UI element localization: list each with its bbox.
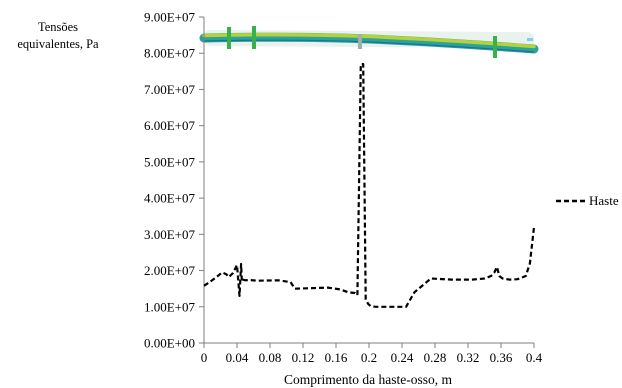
y-ticks: 0.00E+00 1.00E+07 2.00E+07 3.00E+07 4.00E+07…	[144, 10, 204, 351]
x-tick-label: 0.4	[526, 350, 543, 365]
screw-marker-3	[358, 34, 362, 49]
y-tick-label: 7.00E+07	[144, 82, 196, 97]
y-tick-label: 5.00E+07	[144, 154, 196, 169]
x-tick-label: 0.16	[325, 350, 348, 365]
screw-marker-4	[493, 36, 497, 58]
y-axis-title-line-2: equivalentes, Pa	[17, 37, 99, 51]
rod-tip	[527, 38, 533, 41]
series-line	[203, 62, 536, 308]
screw-marker-2	[252, 26, 256, 49]
y-axis-title: Tensões equivalentes, Pa	[17, 20, 99, 51]
x-axis-title: Comprimento da haste-osso, m	[284, 372, 452, 387]
x-tick-label: 0.12	[292, 350, 315, 365]
screw-marker-1	[227, 27, 231, 49]
y-tick-label: 8.00E+07	[144, 46, 196, 61]
legend: Haste	[556, 193, 619, 208]
y-tick-label: 1.00E+07	[144, 299, 196, 314]
y-tick-label: 3.00E+07	[144, 227, 196, 242]
y-tick-label: 6.00E+07	[144, 118, 196, 133]
implant-image	[199, 26, 539, 58]
y-tick-label: 4.00E+07	[144, 191, 196, 206]
implant-rod-edge	[203, 39, 535, 53]
y-axis-title-line-1: Tensões	[38, 20, 78, 34]
x-tick-label: 0.24	[391, 350, 414, 365]
y-tick-label: 9.00E+07	[144, 10, 196, 25]
x-tick-label: 0.28	[424, 350, 447, 365]
x-ticks: 0 0.04 0.08 0.12 0.16 0.2 0.24 0.28 0.32 0.36 0.4	[201, 343, 543, 365]
x-tick-label: 0	[201, 350, 208, 365]
x-tick-label: 0.04	[226, 350, 249, 365]
implant-rod-highlight	[202, 32, 536, 49]
x-tick-label: 0.36	[490, 350, 513, 365]
x-tick-label: 0.08	[259, 350, 282, 365]
axes	[203, 17, 534, 344]
legend-label: Haste	[589, 193, 619, 208]
y-tick-label: 0.00E+00	[144, 336, 195, 351]
y-tick-label: 2.00E+07	[144, 263, 196, 278]
x-tick-label: 0.2	[361, 350, 377, 365]
x-tick-label: 0.32	[457, 350, 480, 365]
implant-rod	[199, 32, 539, 54]
series-haste	[203, 62, 536, 308]
